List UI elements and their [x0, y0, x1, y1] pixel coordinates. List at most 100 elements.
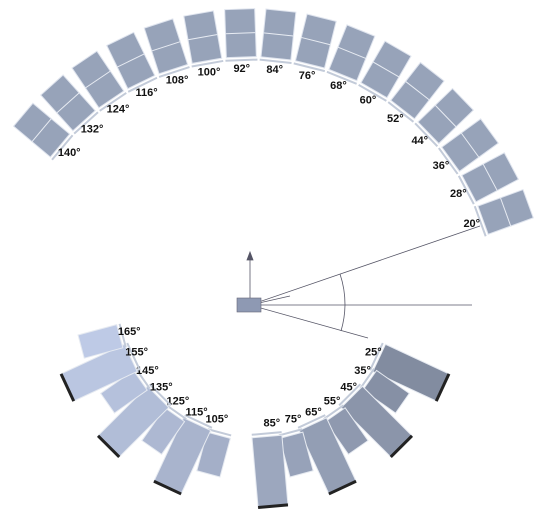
panel-base	[297, 414, 326, 429]
panel-base	[293, 62, 326, 73]
angle-label: 52°	[387, 113, 404, 125]
angle-line-bottom	[249, 304, 369, 339]
panel-base	[225, 58, 258, 62]
panel-base	[414, 122, 439, 148]
bottom-ring: 25° 35° 45°55°65°75° 85° 105°115°125°135° 145…	[59, 323, 451, 510]
detector-panel	[359, 368, 411, 414]
detector-panel	[293, 13, 337, 73]
detector-panel	[96, 383, 172, 459]
panel-split	[337, 46, 366, 59]
panel-split	[460, 132, 480, 158]
detector-panel	[326, 24, 376, 85]
panel-base	[191, 59, 224, 68]
angle-label: 25°	[365, 346, 382, 358]
panel-base	[158, 66, 190, 78]
angle-label: 36°	[433, 160, 450, 172]
panel-base	[99, 92, 127, 112]
angle-label: 145°	[136, 365, 159, 377]
detector-panel	[338, 383, 414, 459]
panel-body	[279, 431, 314, 478]
angle-label: 65°	[305, 406, 322, 418]
panel-base	[473, 205, 487, 237]
panel-base	[126, 342, 141, 371]
panel-base	[166, 404, 187, 420]
detector-panel	[278, 428, 314, 478]
panel-base	[369, 342, 384, 371]
panel-base	[135, 368, 151, 389]
panel-split	[372, 61, 400, 78]
panel-split	[31, 118, 52, 142]
angle-label: 100°	[198, 66, 221, 78]
panel-base	[457, 175, 475, 205]
angle-label: 108°	[166, 74, 189, 86]
angle-label: 165°	[118, 326, 141, 338]
angle-label: 55°	[324, 395, 341, 407]
geometry	[246, 225, 481, 339]
angle-label: 84°	[266, 64, 283, 76]
detector-panel	[12, 102, 74, 161]
panel-split	[117, 53, 145, 68]
panel-body	[141, 407, 186, 456]
panel-base	[359, 368, 375, 389]
angle-label: 116°	[135, 87, 157, 99]
angle-line-top	[249, 225, 481, 306]
panel-base	[387, 101, 415, 123]
panel-base	[323, 404, 344, 420]
top-ring: 20° 28° 36° 44° 52° 60° 68° 76° 84° 92° 100° 108° 11…	[12, 8, 534, 237]
angle-label: 125°	[166, 395, 189, 407]
detector-panel	[358, 40, 412, 102]
panel-base	[207, 428, 232, 437]
angle-label: 140°	[58, 147, 81, 159]
panel-base	[358, 83, 387, 102]
detector-panel	[369, 342, 451, 402]
detector-panel	[40, 74, 99, 135]
panel-split	[56, 92, 80, 114]
angle-label: 115°	[186, 406, 208, 418]
panel-base	[278, 428, 303, 437]
angle-label: 132°	[81, 124, 104, 136]
panel-edge	[434, 373, 451, 402]
detector-panel	[473, 189, 534, 237]
angle-label: 35°	[354, 365, 371, 377]
panel-split	[301, 36, 331, 46]
angle-label: 85°	[263, 417, 280, 429]
panel-edge	[389, 434, 414, 459]
detector-panel	[183, 10, 224, 68]
panel-body	[251, 434, 289, 509]
detector-panel	[297, 414, 357, 496]
panel-body	[324, 407, 369, 456]
panel-base	[259, 58, 292, 65]
panel-split	[187, 34, 218, 41]
sample-holder	[236, 297, 262, 313]
detector-panel	[414, 87, 475, 148]
angle-label: 124°	[107, 103, 130, 115]
angle-label: 92°	[233, 63, 250, 75]
detector-panel	[251, 431, 289, 510]
detector-panel	[224, 8, 258, 62]
detector-panel	[457, 152, 520, 205]
detector-panel	[141, 404, 187, 456]
angle-label: 76°	[299, 70, 316, 82]
angle-arc-bottom	[340, 304, 346, 332]
panel-body	[77, 324, 124, 359]
angle-label: 60°	[360, 95, 377, 107]
panel-split	[499, 197, 512, 227]
panel-base	[251, 431, 282, 436]
axis-arrow	[246, 250, 254, 261]
panel-edge	[328, 479, 357, 496]
detector-panel	[387, 61, 445, 123]
panel-split	[225, 32, 256, 35]
panel-split	[405, 81, 430, 101]
detector-panel	[153, 414, 213, 496]
detector-panel	[323, 404, 369, 456]
detector-panel	[143, 18, 190, 78]
panel-base	[326, 70, 357, 85]
angle-label: 155°	[125, 346, 148, 358]
panel-split	[263, 32, 294, 37]
panel-base	[338, 383, 362, 407]
panel-edge	[153, 479, 182, 496]
panel-edge	[59, 373, 76, 402]
panel-base	[437, 147, 459, 175]
panel-base	[127, 76, 158, 93]
